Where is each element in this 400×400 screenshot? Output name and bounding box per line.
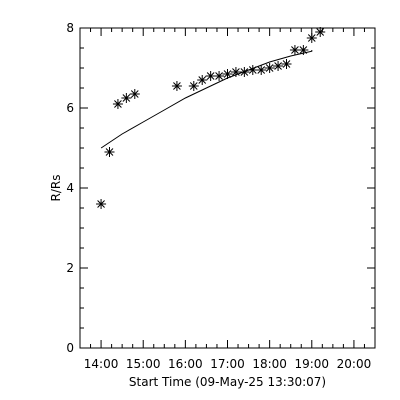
data-point-asterisk [298, 45, 309, 55]
data-point-asterisk [230, 67, 241, 77]
data-point-asterisk [273, 61, 284, 71]
y-tick-label: 8 [66, 21, 74, 35]
data-point-asterisk [171, 81, 182, 91]
data-point-asterisk [104, 147, 115, 157]
tick-labels: 14:00 15:00 16:00 17:00 18:00 19:00 20:00 0 2 4 6 8 [66, 21, 371, 371]
axis-ticks [79, 27, 376, 349]
data-point-asterisk [205, 71, 216, 81]
data-point-asterisk [256, 65, 267, 75]
data-point-asterisk [188, 81, 199, 91]
data-point-asterisk [264, 63, 275, 73]
data-point-asterisk [247, 65, 258, 75]
y-tick-label: 6 [66, 101, 74, 115]
x-tick-label: 17:00 [210, 357, 245, 371]
data-point-asterisk [214, 71, 225, 81]
data-point-asterisk [129, 89, 140, 99]
data-point-asterisk [96, 199, 107, 209]
data-point-asterisk [315, 27, 326, 37]
data-markers [96, 27, 326, 209]
y-axis-label: R/Rs [49, 175, 63, 202]
x-tick-label: 19:00 [294, 357, 329, 371]
data-point-asterisk [222, 69, 233, 79]
y-tick-label: 4 [66, 181, 74, 195]
x-tick-label: 16:00 [168, 357, 203, 371]
x-tick-label: 20:00 [337, 357, 372, 371]
data-point-asterisk [306, 33, 317, 43]
data-point-asterisk [112, 99, 123, 109]
data-point-asterisk [239, 67, 250, 77]
x-tick-label: 15:00 [126, 357, 161, 371]
x-tick-label: 18:00 [252, 357, 287, 371]
data-point-asterisk [281, 59, 292, 69]
data-point-asterisk [121, 93, 132, 103]
y-tick-label: 0 [66, 341, 74, 355]
y-tick-label: 2 [66, 261, 74, 275]
x-tick-label: 14:00 [84, 357, 119, 371]
x-axis-label: Start Time (09-May-25 13:30:07) [129, 375, 326, 389]
data-point-asterisk [197, 75, 208, 85]
data-point-asterisk [289, 45, 300, 55]
fit-curve [100, 50, 313, 149]
